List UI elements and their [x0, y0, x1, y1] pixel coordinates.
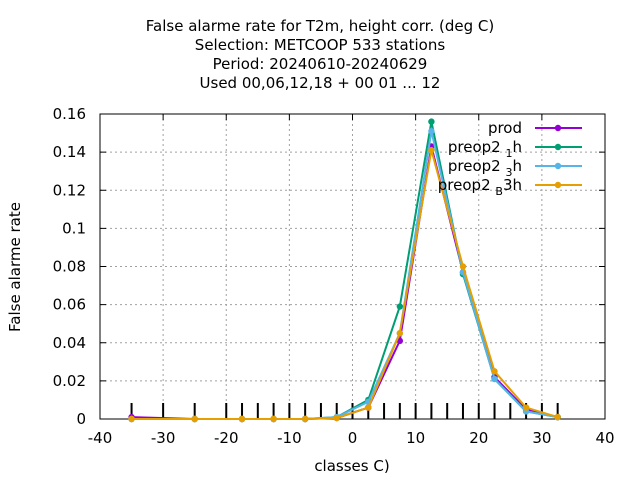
data-point: [128, 415, 135, 423]
data-point: [333, 414, 340, 422]
data-point: [491, 375, 498, 383]
x-tick-label: 0: [348, 429, 358, 447]
legend-entry: preop2 3h: [448, 157, 582, 179]
x-tick-label: 30: [532, 429, 551, 447]
y-tick-label: 0.12: [53, 181, 86, 199]
legend-entry: prod: [488, 119, 582, 137]
legend-label: prod: [488, 119, 522, 137]
legend-entry: preop2 B3h: [438, 176, 582, 198]
data-point: [301, 415, 309, 423]
series-3: [128, 147, 561, 423]
data-point: [428, 127, 435, 135]
x-tick-label: -10: [277, 429, 302, 447]
legend-swatch-point: [554, 181, 562, 189]
y-tick-label: 0.1: [62, 219, 86, 237]
data-point: [396, 330, 404, 337]
x-tick-label: 20: [469, 429, 488, 447]
data-point: [459, 263, 467, 270]
x-tick-label: -40: [88, 429, 113, 447]
legend-swatch-point: [554, 162, 562, 170]
legend-label: preop2 1h: [448, 138, 522, 160]
y-tick-label: 0.08: [53, 258, 86, 276]
data-point: [365, 404, 372, 411]
chart-title-line-1: False alarme rate for T2m, height corr. …: [145, 17, 495, 35]
legend-swatch-point: [554, 143, 562, 151]
x-tick-label: 10: [406, 429, 425, 447]
axis-ticks: -40 -30 -20 -10 0 10 20 30 40 0 0.02 0.04 0.06 0.08 0.…: [53, 105, 615, 447]
legend-entry: preop2 1h: [448, 138, 582, 160]
legend-label: preop2 B3h: [438, 176, 522, 198]
y-axis-label: False alarme rate: [6, 202, 24, 332]
data-point: [554, 413, 561, 421]
x-tick-label: -20: [214, 429, 239, 447]
data-point: [238, 415, 246, 423]
y-tick-label: 0.04: [53, 334, 86, 352]
data-point: [491, 368, 498, 375]
legend-label: preop2 3h: [448, 157, 522, 179]
chart-title-line-3: Period: 20240610-20240629: [212, 55, 428, 73]
y-tick-label: 0: [76, 410, 86, 428]
x-tick-label: -30: [151, 429, 176, 447]
data-point: [396, 303, 404, 310]
x-tick-label: 40: [595, 429, 614, 447]
data-point: [270, 415, 277, 423]
chart-title-line-4: Used 00,06,12,18 + 00 01 ... 12: [199, 74, 441, 92]
y-tick-label: 0.14: [53, 143, 86, 161]
x-axis-label: classes C): [314, 457, 389, 475]
data-point: [191, 415, 198, 423]
data-point: [428, 118, 435, 125]
y-tick-label: 0.16: [53, 105, 86, 123]
grid: [100, 114, 605, 419]
y-tick-label: 0.02: [53, 372, 86, 390]
legend-swatch-point: [554, 124, 562, 132]
series-lines: [128, 118, 561, 423]
chart-title-line-2: Selection: METCOOP 533 stations: [194, 36, 446, 54]
data-point: [522, 404, 530, 411]
data-point: [428, 147, 435, 154]
y-tick-label: 0.06: [53, 296, 86, 314]
